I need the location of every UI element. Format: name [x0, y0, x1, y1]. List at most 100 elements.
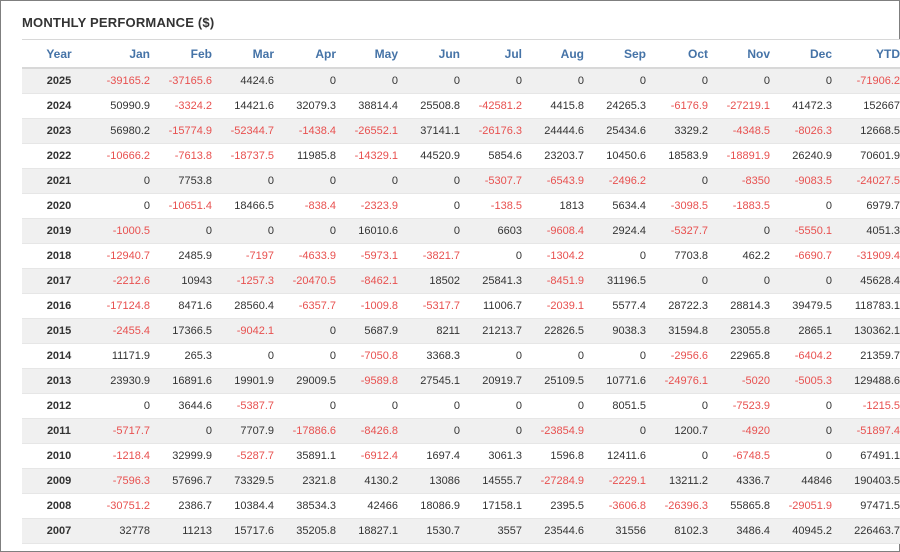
ytd-cell: 118783.1	[840, 293, 900, 319]
column-header-sep: Sep	[592, 39, 654, 69]
month-value-cell: 24444.6	[530, 118, 592, 144]
month-value-cell: -26176.3	[468, 118, 530, 144]
month-value-cell: -24976.1	[654, 368, 716, 394]
year-cell: 2009	[22, 468, 96, 494]
month-value-cell: 4336.7	[716, 468, 778, 494]
month-value-cell: -30751.2	[96, 493, 158, 519]
month-value-cell: 40945.2	[778, 518, 840, 544]
month-value-cell: 0	[96, 393, 158, 419]
month-value-cell: 0	[406, 193, 468, 219]
month-value-cell: 0	[282, 343, 344, 369]
month-value-cell: -2229.1	[592, 468, 654, 494]
month-value-cell: 0	[592, 243, 654, 269]
month-value-cell: 35891.1	[282, 443, 344, 469]
month-value-cell: -27219.1	[716, 93, 778, 119]
month-value-cell: 0	[530, 393, 592, 419]
month-value-cell: 15717.6	[220, 518, 282, 544]
month-value-cell: 0	[778, 443, 840, 469]
month-value-cell: -5387.7	[220, 393, 282, 419]
month-value-cell: 0	[592, 68, 654, 94]
month-value-cell: -1438.4	[282, 118, 344, 144]
month-value-cell: 35205.8	[282, 518, 344, 544]
month-value-cell: 1530.7	[406, 518, 468, 544]
month-value-cell: 14555.7	[468, 468, 530, 494]
table-row: 2007 32778 11213 15717.6 35205.8 18827.1 1530.…	[22, 518, 900, 544]
column-header-may: May	[344, 39, 406, 69]
month-value-cell: 8471.6	[158, 293, 220, 319]
month-value-cell: 0	[282, 68, 344, 94]
month-value-cell: 0	[716, 68, 778, 94]
month-value-cell: 3368.3	[406, 343, 468, 369]
month-value-cell: 20919.7	[468, 368, 530, 394]
month-value-cell: 18827.1	[344, 518, 406, 544]
month-value-cell: 16010.6	[344, 218, 406, 244]
ytd-cell: -24027.5	[840, 168, 900, 194]
month-value-cell: 22826.5	[530, 318, 592, 344]
month-value-cell: -6404.2	[778, 343, 840, 369]
month-value-cell: 23930.9	[96, 368, 158, 394]
month-value-cell: -12940.7	[96, 243, 158, 269]
year-cell: 2020	[22, 193, 96, 219]
month-value-cell: 56980.2	[96, 118, 158, 144]
month-value-cell: 38534.3	[282, 493, 344, 519]
month-value-cell: 0	[654, 68, 716, 94]
month-value-cell: -14329.1	[344, 143, 406, 169]
month-value-cell: -5287.7	[220, 443, 282, 469]
month-value-cell: -6748.5	[716, 443, 778, 469]
month-value-cell: 11985.8	[282, 143, 344, 169]
ytd-cell: -31909.4	[840, 243, 900, 269]
month-value-cell: 0	[406, 68, 468, 94]
month-value-cell: 3329.2	[654, 118, 716, 144]
month-value-cell: 0	[468, 418, 530, 444]
month-value-cell: 13211.2	[654, 468, 716, 494]
month-value-cell: -23854.9	[530, 418, 592, 444]
month-value-cell: -3606.8	[592, 493, 654, 519]
month-value-cell: -3098.5	[654, 193, 716, 219]
month-value-cell: 0	[778, 268, 840, 294]
month-value-cell: 10384.4	[220, 493, 282, 519]
month-value-cell: -29051.9	[778, 493, 840, 519]
month-value-cell: -17124.8	[96, 293, 158, 319]
month-value-cell: 29009.5	[282, 368, 344, 394]
month-value-cell: 25109.5	[530, 368, 592, 394]
month-value-cell: -4633.9	[282, 243, 344, 269]
month-value-cell: -138.5	[468, 193, 530, 219]
month-value-cell: 0	[96, 168, 158, 194]
month-value-cell: 3061.3	[468, 443, 530, 469]
month-value-cell: -9608.4	[530, 218, 592, 244]
month-value-cell: 11171.9	[96, 343, 158, 369]
month-value-cell: 4424.6	[220, 68, 282, 94]
month-value-cell: 14421.6	[220, 93, 282, 119]
month-value-cell: 25434.6	[592, 118, 654, 144]
table-row: 2023 56980.2 -15774.9 -52344.7 -1438.4 -26552…	[22, 118, 900, 144]
month-value-cell: -8462.1	[344, 268, 406, 294]
month-value-cell: 8102.3	[654, 518, 716, 544]
column-header-nov: Nov	[716, 39, 778, 69]
month-value-cell: 8051.5	[592, 393, 654, 419]
table-row: 2025 -39165.2 -37165.6 4424.6 0 0 0 0 0 0 0 0 0 -7190…	[22, 68, 900, 94]
table-row: 2012 0 3644.6 -5387.7 0 0 0 0 0 8051.5 0 -7523.9 0 -1…	[22, 393, 900, 419]
month-value-cell: -8350	[716, 168, 778, 194]
year-cell: 2013	[22, 368, 96, 394]
month-value-cell: 57696.7	[158, 468, 220, 494]
month-value-cell: -838.4	[282, 193, 344, 219]
month-value-cell: 0	[592, 343, 654, 369]
month-value-cell: 16891.6	[158, 368, 220, 394]
month-value-cell: 0	[468, 343, 530, 369]
year-cell: 2018	[22, 243, 96, 269]
ytd-cell: 130362.1	[840, 318, 900, 344]
month-value-cell: -6543.9	[530, 168, 592, 194]
month-value-cell: 8211	[406, 318, 468, 344]
month-value-cell: 462.2	[716, 243, 778, 269]
month-value-cell: -3821.7	[406, 243, 468, 269]
month-value-cell: -8451.9	[530, 268, 592, 294]
month-value-cell: 28814.3	[716, 293, 778, 319]
month-value-cell: 0	[468, 68, 530, 94]
month-value-cell: 32778	[96, 518, 158, 544]
month-value-cell: -2455.4	[96, 318, 158, 344]
month-value-cell: 4415.8	[530, 93, 592, 119]
year-cell: 2024	[22, 93, 96, 119]
table-row: 2011 -5717.7 0 7707.9 -17886.6 -8426.8 0 0 -2385…	[22, 418, 900, 444]
month-value-cell: -18737.5	[220, 143, 282, 169]
year-cell: 2014	[22, 343, 96, 369]
